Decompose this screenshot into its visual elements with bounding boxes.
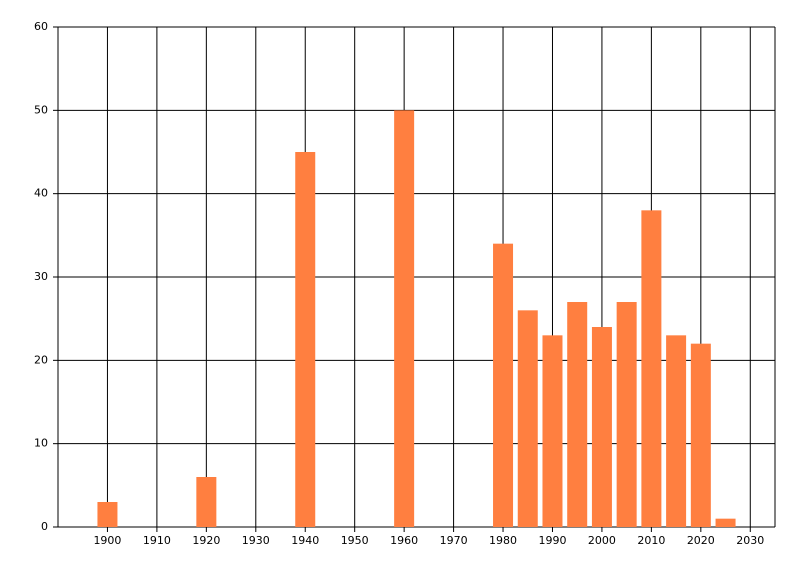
y-tick-label: 20 [34, 353, 48, 366]
bar [542, 335, 563, 527]
x-tick-label: 2020 [687, 534, 715, 547]
y-tick-label: 50 [34, 103, 48, 116]
x-tick-label: 1930 [242, 534, 270, 547]
y-tick-label: 60 [34, 20, 48, 33]
x-tick-label: 1950 [341, 534, 369, 547]
bar [715, 518, 736, 527]
x-tick-label: 2030 [736, 534, 764, 547]
bar [616, 302, 637, 527]
bar [666, 335, 687, 527]
bar [493, 243, 514, 527]
y-tick-label: 40 [34, 187, 48, 200]
x-tick-label: 1920 [192, 534, 220, 547]
x-tick-label: 1970 [440, 534, 468, 547]
bar [394, 110, 415, 527]
x-tick-label: 1980 [489, 534, 517, 547]
bar [517, 310, 538, 527]
x-tick-label: 1910 [143, 534, 171, 547]
x-tick-label: 1990 [538, 534, 566, 547]
x-tick-label: 2000 [588, 534, 616, 547]
bar [591, 327, 612, 527]
bar [196, 477, 217, 527]
y-tick-label: 0 [41, 520, 48, 533]
y-tick-label: 10 [34, 437, 48, 450]
y-tick-label: 30 [34, 270, 48, 283]
bar [641, 210, 662, 528]
x-tick-label: 2010 [637, 534, 665, 547]
x-tick-label: 1900 [93, 534, 121, 547]
bar [97, 502, 118, 527]
bar [295, 152, 316, 527]
x-tick-label: 1960 [390, 534, 418, 547]
bar [567, 302, 588, 527]
x-tick-label: 1940 [291, 534, 319, 547]
bar [690, 343, 711, 527]
